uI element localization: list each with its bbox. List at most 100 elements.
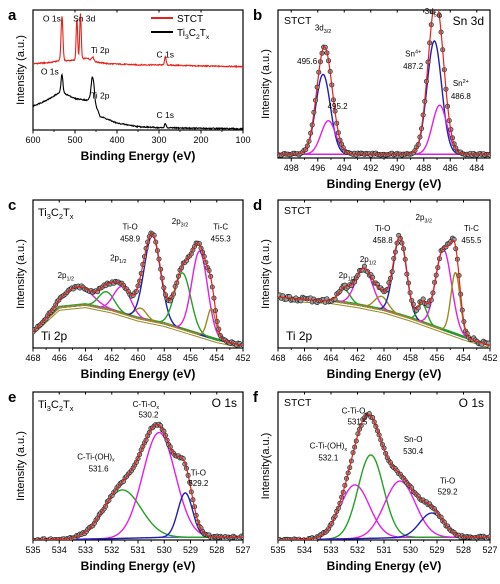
legend-label-stct: STCT bbox=[177, 14, 203, 25]
peak-label: C-Ti-(OH)x bbox=[77, 452, 115, 463]
data-point bbox=[434, 0, 438, 3]
sample-label: STCT bbox=[284, 15, 312, 27]
peak-label: 531.6 bbox=[89, 464, 110, 473]
peak-label: C-Ti-Ox bbox=[342, 407, 369, 418]
peak-label: Sn4+ bbox=[405, 49, 421, 58]
x-tick-label: 532 bbox=[104, 545, 119, 555]
fit-component-2 bbox=[33, 492, 243, 540]
panel-c: 468 466 464 462 460 458 456 454 452 Binding Energ… bbox=[8, 197, 251, 381]
x-tick-label: 300 bbox=[151, 135, 166, 145]
peak-annotation: Ti 2p bbox=[91, 91, 110, 101]
x-tick-label: 528 bbox=[209, 545, 224, 555]
plot-area bbox=[33, 421, 243, 540]
data-point bbox=[487, 152, 490, 158]
plot-area bbox=[33, 13, 243, 130]
x-axis-label: Binding Energy (eV) bbox=[327, 367, 442, 381]
fit-envelope bbox=[33, 423, 243, 540]
x-tick-label: 527 bbox=[482, 545, 497, 555]
data-point bbox=[487, 534, 490, 540]
peak-annotation: Ti 2p bbox=[91, 45, 110, 55]
fit-envelope bbox=[278, 10, 490, 155]
x-tick-label: 486 bbox=[443, 163, 458, 173]
x-tick-label: 496 bbox=[310, 163, 325, 173]
x-tick-label: 400 bbox=[109, 135, 124, 145]
peak-label: Ti-C bbox=[464, 224, 479, 233]
y-axis-label: Intensity (a.u.) bbox=[260, 239, 272, 309]
peak-annotation: C 1s bbox=[157, 49, 174, 59]
x-axis-label: Binding Energy (eV) bbox=[81, 559, 196, 573]
y-axis-label: Intensity (a.u.) bbox=[260, 49, 272, 119]
region-label: Ti 2p bbox=[286, 329, 313, 343]
panel-b: 498 496 494 492 490 488 486 484 Binding Energy (… bbox=[253, 0, 491, 191]
x-tick-label: 462 bbox=[350, 353, 365, 363]
x-tick-label: 454 bbox=[209, 353, 224, 363]
region-label: O 1s bbox=[459, 396, 484, 410]
peak-label: 2p1/2 bbox=[360, 255, 376, 266]
fit-envelope bbox=[278, 413, 490, 540]
peak-label: 455.5 bbox=[461, 236, 482, 245]
x-tick-label: 492 bbox=[363, 163, 378, 173]
peak-label: 530.2 bbox=[138, 411, 159, 420]
x-tick-label: 464 bbox=[323, 353, 338, 363]
series-line-STCT bbox=[33, 13, 243, 69]
x-tick-label: 462 bbox=[104, 353, 119, 363]
x-tick-label: 484 bbox=[469, 163, 484, 173]
fit-component-1 bbox=[33, 431, 243, 540]
peak-annotation: Sn 3d bbox=[73, 13, 95, 23]
x-tick-label: 530 bbox=[157, 545, 172, 555]
peak-annotation: C 1s bbox=[157, 110, 174, 120]
x-tick-label: 458 bbox=[403, 353, 418, 363]
x-tick-label: 535 bbox=[270, 545, 285, 555]
y-axis-label: Intensity (a.u.) bbox=[15, 35, 27, 105]
fit-envelope bbox=[33, 232, 243, 346]
x-tick-label: 530 bbox=[403, 545, 418, 555]
peak-annotation: O 1s bbox=[43, 13, 61, 23]
panel-f: 535 534 533 532 531 530 529 528 527 Binding Energ… bbox=[253, 389, 498, 573]
plot-area bbox=[278, 232, 490, 348]
x-tick-label: 488 bbox=[416, 163, 431, 173]
panel-letter: a bbox=[8, 7, 17, 24]
x-tick-label: 527 bbox=[235, 545, 250, 555]
peak-label: 529.2 bbox=[438, 487, 459, 496]
peak-label: Ti-O bbox=[440, 476, 455, 485]
y-axis-label: Intensity (a.u.) bbox=[15, 431, 27, 501]
peak-label: 2p1/2 bbox=[110, 254, 126, 265]
x-tick-label: 468 bbox=[25, 353, 40, 363]
x-tick-label: 100 bbox=[235, 135, 250, 145]
x-tick-label: 490 bbox=[390, 163, 405, 173]
sample-label: Ti3C2Tx bbox=[38, 399, 74, 413]
region-label: Sn 3d bbox=[453, 14, 484, 28]
peak-label: 2p1/2 bbox=[339, 271, 355, 282]
x-tick-label: 529 bbox=[429, 545, 444, 555]
x-tick-label: 454 bbox=[456, 353, 471, 363]
sample-label: STCT bbox=[284, 205, 312, 217]
x-tick-label: 533 bbox=[323, 545, 338, 555]
x-tick-label: 529 bbox=[183, 545, 198, 555]
peak-label: 3d3/2 bbox=[315, 24, 331, 35]
background-line-3 bbox=[33, 303, 243, 345]
fit-component-0 bbox=[33, 489, 243, 540]
x-tick-label: 460 bbox=[376, 353, 391, 363]
x-tick-label: 452 bbox=[482, 353, 497, 363]
peak-label: 455.3 bbox=[211, 235, 232, 244]
x-axis-label: Binding Energy (eV) bbox=[81, 367, 196, 381]
fit-component-7 bbox=[33, 304, 243, 346]
x-tick-label: 498 bbox=[284, 163, 299, 173]
plot-frame bbox=[32, 9, 244, 131]
fit-component-1 bbox=[278, 454, 490, 540]
x-tick-label: 464 bbox=[78, 353, 93, 363]
x-tick-label: 533 bbox=[78, 545, 93, 555]
sample-label: Ti3C2Tx bbox=[38, 207, 74, 221]
peak-label: Sn2+ bbox=[453, 79, 469, 88]
peak-label: Ti-O bbox=[122, 223, 137, 232]
peak-label: Ti-O bbox=[375, 224, 390, 233]
peak-label: 495.6 bbox=[297, 57, 318, 66]
panel-letter: e bbox=[8, 389, 16, 406]
x-tick-label: 531 bbox=[130, 545, 145, 555]
panel-a: 600 500 400 300 200 100 Binding Energy (eV) Int… bbox=[8, 7, 251, 163]
y-axis-label: Intensity (a.u.) bbox=[15, 239, 27, 309]
sample-label: STCT bbox=[284, 397, 312, 409]
peak-label: 495.2 bbox=[328, 102, 349, 111]
data-point bbox=[432, 0, 436, 4]
peak-label: 530.4 bbox=[403, 447, 424, 456]
